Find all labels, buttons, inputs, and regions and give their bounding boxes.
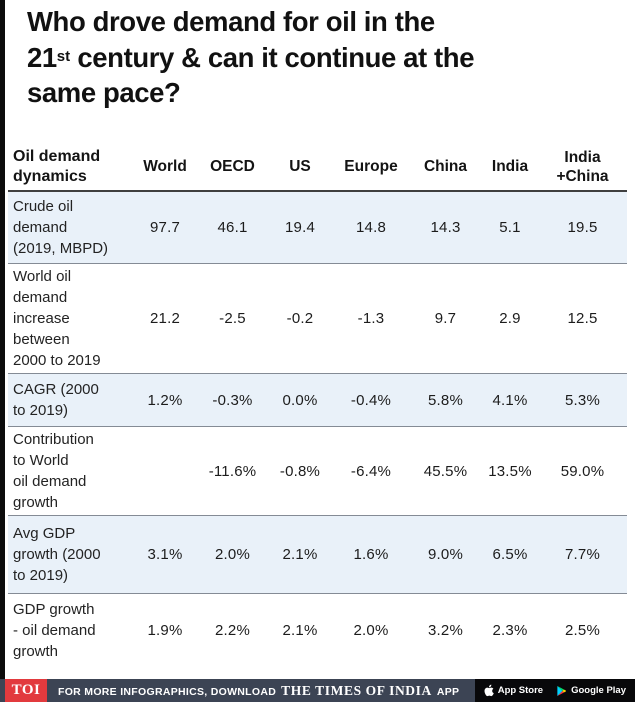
toi-brand-text: THE TIMES OF INDIA <box>281 682 432 698</box>
appstore-label: App Store <box>497 685 544 696</box>
googleplay-icon <box>556 685 567 697</box>
cell-value: 14.8 <box>356 219 386 236</box>
cell-value: 21.2 <box>150 310 180 327</box>
cell-value: -0.2 <box>286 310 314 327</box>
column-header-oecd: OECD <box>210 158 255 175</box>
table-row: Avg GDP growth (2000 to 2019) 3.1% 2.0% 2.1… <box>8 516 627 594</box>
cell-value: 1.9% <box>147 621 183 639</box>
cell-value: 3.2% <box>428 621 463 639</box>
appstore-badge: App Store <box>484 684 543 697</box>
table-row: Contribution to World oil demand growth -… <box>8 427 627 516</box>
cell-value: 2.0% <box>215 546 250 563</box>
cell-value: 14.3 <box>430 219 461 236</box>
column-header-india-china: India +China <box>556 148 609 185</box>
googleplay-label: Google Play <box>571 685 626 696</box>
cell-value: 19.5 <box>567 219 598 236</box>
cell-value: 46.1 <box>217 219 248 236</box>
cell-value: 2.9 <box>499 310 521 327</box>
cell-value: 9.7 <box>434 310 457 327</box>
footer-text-after: APP <box>436 685 460 698</box>
cell-value: -0.4% <box>350 391 392 409</box>
footer-text-before: FOR MORE INFOGRAPHICS, DOWNLOAD <box>58 685 277 698</box>
title-line1: Who drove demand for oil in the <box>27 6 435 37</box>
cell-value: 13.5% <box>488 462 532 480</box>
cell-value: 2.0% <box>353 621 389 639</box>
column-header-india: India <box>491 158 529 175</box>
row-label: Avg GDP growth (2000 to 2019) <box>13 525 101 584</box>
title-superscript: st <box>56 48 71 65</box>
cell-value: 5.8% <box>428 391 463 409</box>
cell-value: 19.4 <box>285 219 315 236</box>
row-label: World oil demand increase between 2000 t… <box>13 268 101 369</box>
cell-value: 7.7% <box>565 546 600 563</box>
row-label: Crude oil demand (2019, MBPD) <box>13 198 109 257</box>
cell-value: 2.1% <box>282 546 318 563</box>
column-header-us: US <box>289 158 311 175</box>
cell-value: 1.2% <box>147 391 183 409</box>
column-header-china: China <box>423 158 468 175</box>
cell-value: -6.4% <box>350 462 392 480</box>
oil-demand-table: Oil demand dynamics World OECD US Europe… <box>8 143 627 666</box>
cell-value: 1.6% <box>353 546 389 563</box>
table-body: Crude oil demand (2019, MBPD) 97.7 46.1 19.… <box>8 192 627 666</box>
row-label: Contribution to World oil demand growth <box>13 431 94 511</box>
footer-bar: TOI FOR MORE INFOGRAPHICS, DOWNLOAD THE … <box>0 679 635 702</box>
cell-value: 97.7 <box>150 219 180 236</box>
apple-icon <box>484 684 494 697</box>
cell-value: 5.3% <box>565 391 600 409</box>
cell-value: -11.6% <box>208 462 257 480</box>
table-header-label: Oil demand dynamics <box>13 147 101 185</box>
cell-value: 4.1% <box>492 391 528 409</box>
cell-value: 0.0% <box>282 391 318 409</box>
cell-value: -1.3 <box>357 310 385 327</box>
cell-value: -2.5 <box>219 310 246 327</box>
footer-text: FOR MORE INFOGRAPHICS, DOWNLOAD THE TIME… <box>58 683 459 699</box>
table-row: GDP growth - oil demand growth 1.9% 2.2% 2.… <box>8 594 627 666</box>
title-line2-number: 21 <box>27 42 57 73</box>
column-header-world: World <box>143 158 187 175</box>
cell-value: 2.1% <box>282 621 318 639</box>
left-accent-bar <box>0 0 5 679</box>
toi-logo: TOI <box>5 679 47 702</box>
cell-value: 2.3% <box>492 621 528 639</box>
cell-value: 2.5% <box>565 621 600 639</box>
cell-value: 3.1% <box>147 546 183 563</box>
title-line2-rest: century & can it continue at the <box>70 42 475 73</box>
cell-value: 6.5% <box>492 546 528 563</box>
table-header-row: Oil demand dynamics World OECD US Europe… <box>8 143 627 192</box>
cell-value: 9.0% <box>428 546 463 563</box>
cell-value: 5.1 <box>499 219 521 236</box>
googleplay-badge: Google Play <box>556 685 626 697</box>
cell-value: -0.3% <box>212 391 253 409</box>
title-line3: same pace? <box>27 77 181 108</box>
cell-value: -0.8% <box>279 462 321 480</box>
table-row: CAGR (2000 to 2019) 1.2% -0.3% 0.0% -0.4% 5.8… <box>8 374 627 427</box>
cell-value: 2.2% <box>215 621 250 639</box>
cell-value: 45.5% <box>423 462 468 480</box>
row-label: CAGR (2000 to 2019) <box>13 381 99 419</box>
page-title: Who drove demand for oil in the 21st cen… <box>27 4 612 110</box>
store-badges: App Store Google Play <box>474 679 635 702</box>
cell-value: 12.5 <box>567 310 598 327</box>
cell-value: 59.0% <box>560 462 605 480</box>
table-row: World oil demand increase between 2000 t… <box>8 264 627 374</box>
row-label: GDP growth - oil demand growth <box>13 600 96 660</box>
column-header-europe: Europe <box>344 158 398 175</box>
table-row: Crude oil demand (2019, MBPD) 97.7 46.1 19.… <box>8 192 627 264</box>
